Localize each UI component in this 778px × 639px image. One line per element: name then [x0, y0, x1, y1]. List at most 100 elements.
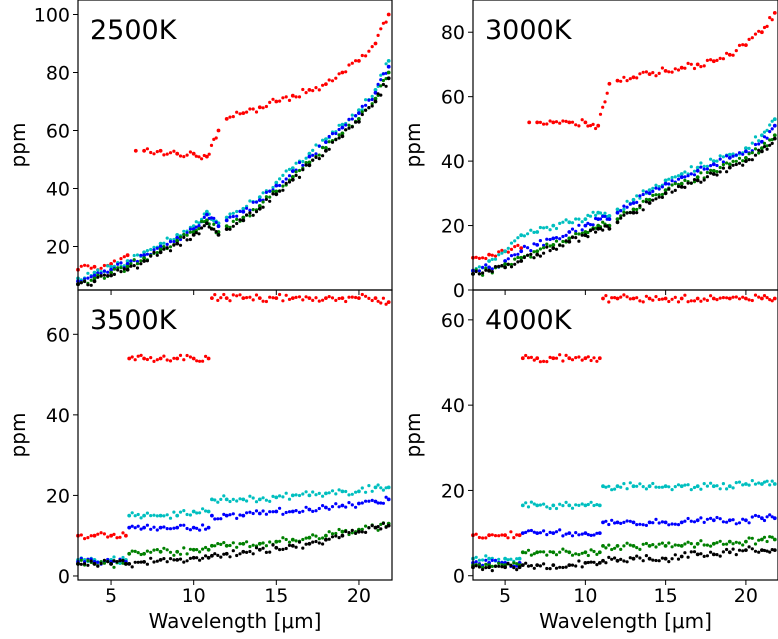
data-point	[294, 509, 298, 513]
data-point	[165, 560, 169, 564]
data-point	[660, 541, 665, 545]
data-point	[311, 509, 315, 513]
data-point	[705, 58, 710, 63]
data-point	[136, 560, 140, 564]
data-point	[747, 298, 751, 302]
data-point	[561, 239, 565, 244]
data-point	[182, 232, 186, 237]
data-point	[586, 502, 590, 507]
data-point	[297, 493, 302, 498]
data-point	[152, 525, 156, 529]
data-point	[516, 255, 520, 260]
data-point	[245, 550, 249, 555]
data-point	[222, 292, 226, 297]
data-point	[386, 64, 391, 69]
data-point	[99, 274, 103, 278]
data-point	[106, 270, 110, 274]
data-point	[692, 180, 697, 184]
data-point	[762, 535, 767, 539]
data-point	[477, 265, 481, 269]
data-point	[660, 556, 665, 560]
data-point	[307, 160, 312, 165]
data-point	[673, 522, 677, 526]
x-tick-label: 10	[573, 585, 597, 607]
data-point	[727, 296, 732, 301]
data-point	[364, 294, 368, 298]
data-point	[561, 565, 565, 570]
data-point	[628, 211, 632, 215]
data-point	[548, 530, 552, 535]
data-point	[542, 251, 546, 255]
data-point	[290, 177, 295, 182]
data-point	[112, 559, 116, 563]
data-point	[188, 528, 192, 532]
data-point	[699, 487, 703, 491]
data-point	[216, 500, 220, 504]
y-axis-title: ppm	[6, 123, 30, 168]
data-point	[692, 299, 697, 303]
data-point	[354, 59, 358, 63]
x-tick-label: 20	[734, 585, 758, 607]
data-point	[548, 237, 552, 242]
data-point	[644, 294, 649, 298]
data-point	[133, 148, 138, 153]
data-point	[330, 296, 335, 300]
data-point	[185, 353, 189, 358]
data-point	[168, 550, 173, 554]
data-point	[185, 153, 189, 157]
data-point	[86, 276, 90, 280]
data-point	[744, 149, 748, 154]
data-point	[290, 175, 295, 179]
data-point	[264, 544, 268, 548]
data-point	[327, 140, 331, 144]
data-point	[554, 566, 559, 570]
data-point	[577, 533, 581, 537]
data-point	[290, 509, 295, 514]
data-point	[337, 127, 341, 132]
data-point	[622, 213, 626, 217]
data-point	[178, 552, 183, 556]
data-point	[741, 549, 745, 553]
data-point	[327, 78, 331, 82]
data-point	[321, 494, 325, 498]
data-point	[651, 186, 655, 190]
data-point	[370, 97, 374, 102]
data-point	[376, 92, 380, 96]
data-point	[567, 120, 572, 125]
data-point	[699, 161, 703, 165]
data-point	[673, 485, 677, 489]
data-point	[721, 57, 726, 61]
data-point	[574, 356, 578, 360]
data-point	[574, 503, 578, 507]
data-point	[281, 512, 285, 516]
data-point	[135, 259, 140, 264]
data-point	[727, 518, 732, 523]
data-point	[324, 537, 328, 542]
data-point	[545, 237, 549, 241]
data-point	[79, 264, 83, 268]
data-point	[324, 82, 328, 86]
data-point	[737, 161, 742, 165]
data-point	[516, 260, 520, 264]
data-point	[271, 543, 275, 547]
data-point	[350, 492, 354, 496]
data-point	[644, 197, 649, 201]
data-point	[772, 117, 777, 122]
data-point	[683, 542, 687, 546]
data-point	[610, 547, 614, 552]
data-point	[721, 542, 726, 546]
data-point	[201, 507, 205, 511]
data-point	[625, 519, 629, 523]
data-point	[760, 537, 764, 542]
data-point	[281, 188, 285, 192]
data-point	[529, 255, 533, 259]
data-point	[188, 230, 192, 234]
data-point	[657, 195, 661, 199]
data-point	[205, 221, 209, 226]
data-point	[327, 530, 331, 534]
data-point	[607, 217, 612, 222]
data-point	[241, 541, 246, 546]
axes-frame	[472, 289, 778, 581]
data-point	[583, 223, 588, 228]
data-point	[526, 253, 530, 257]
